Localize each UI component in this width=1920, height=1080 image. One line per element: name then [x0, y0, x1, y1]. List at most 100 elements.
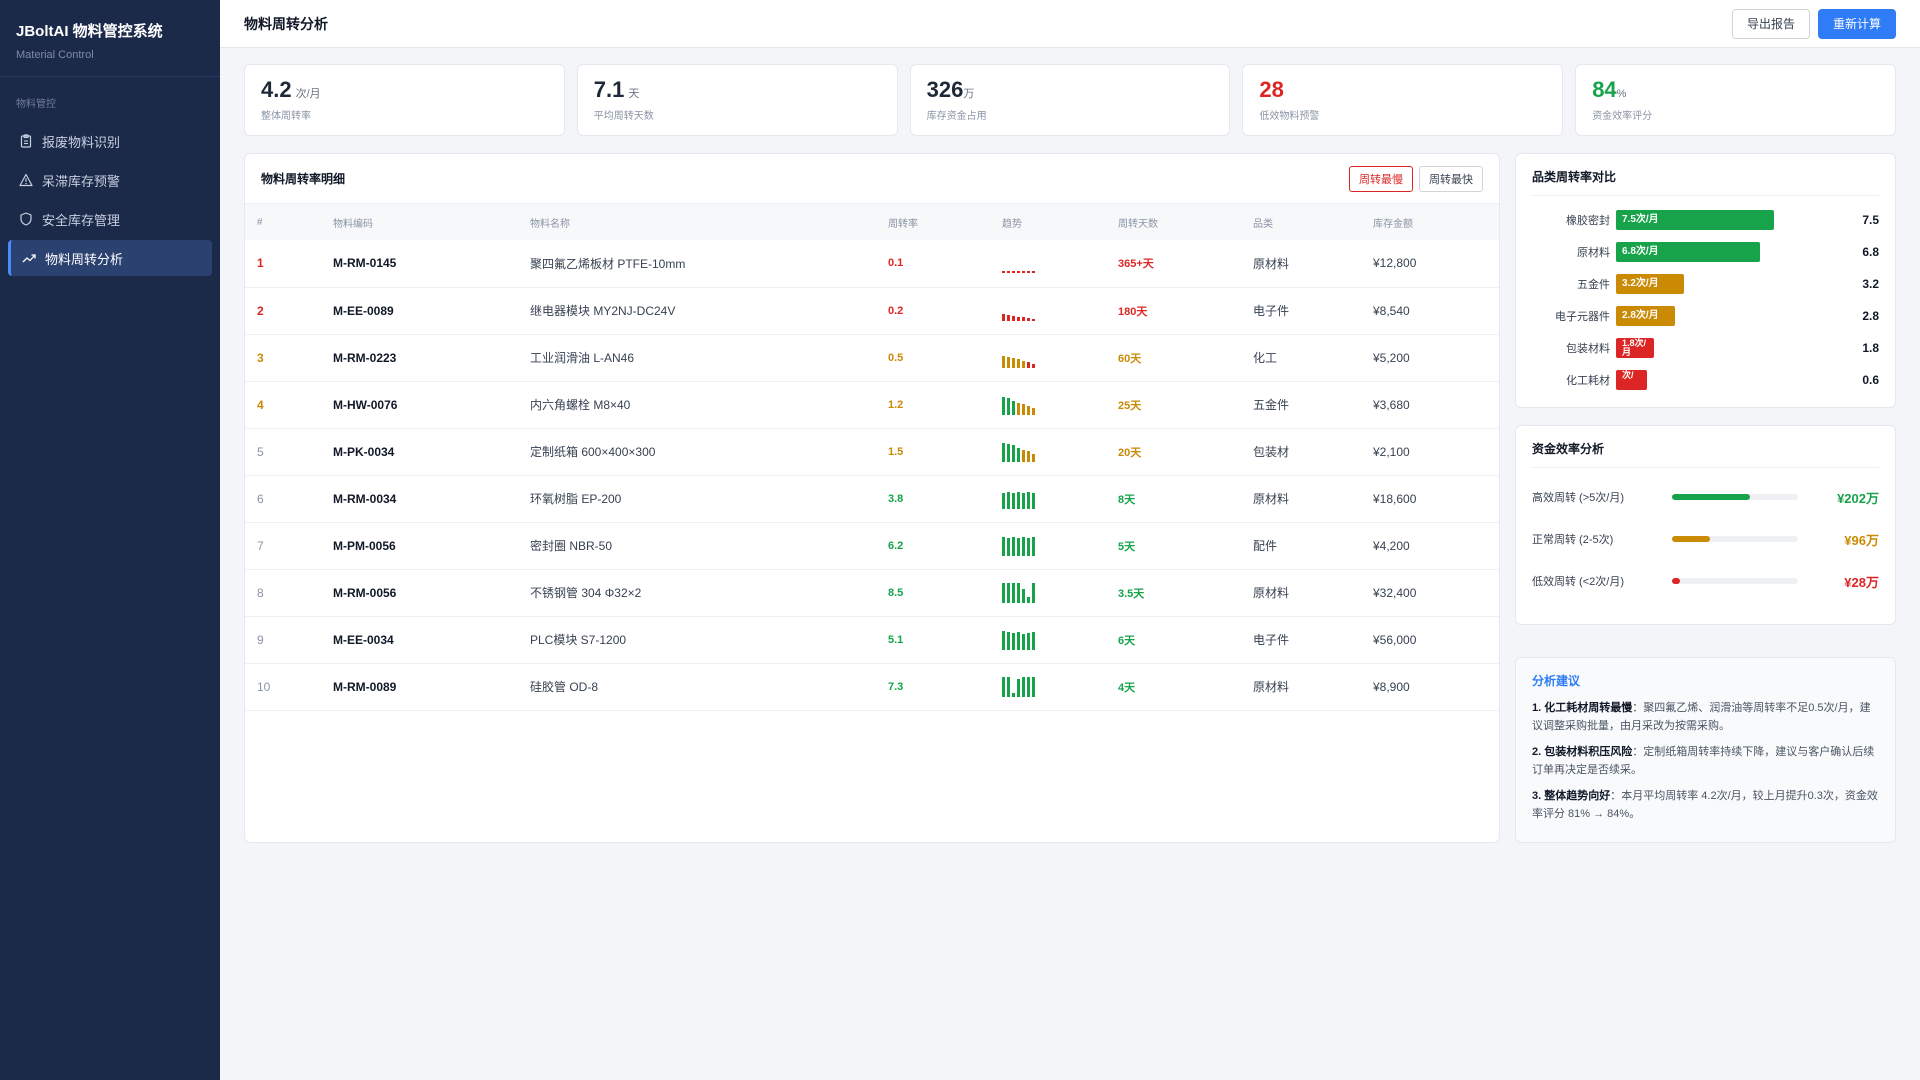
- cell-category: 包装材: [1253, 445, 1290, 459]
- sparkline-bar: [1017, 582, 1020, 603]
- category-bar: 7.5次/月: [1616, 210, 1774, 230]
- sidebar-item-scrap[interactable]: 报废物料识别: [8, 123, 212, 159]
- cell-index: 9: [257, 632, 264, 647]
- brand: JBoltAI 物料管控系统 Material Control: [0, 0, 220, 77]
- sparkline-bar: [1007, 271, 1010, 274]
- kpi-value: 4.2: [261, 77, 292, 102]
- toggle-fastest-button[interactable]: 周转最快: [1419, 165, 1483, 192]
- table-row[interactable]: 7 M-PM-0056 密封圈 NBR-50 6.2 5天 配件 ¥4,200: [245, 522, 1499, 569]
- cell-trend: [990, 522, 1106, 569]
- table-row[interactable]: 10 M-RM-0089 硅胶管 OD-8 7.3 4天 原材料 ¥8,900: [245, 663, 1499, 710]
- sparkline-bar: [1022, 316, 1025, 321]
- sparkline-bar: [1027, 405, 1030, 415]
- sparkline-bar: [1002, 355, 1005, 368]
- efficiency-value: ¥28万: [1844, 574, 1879, 590]
- cell-amount: ¥5,200: [1373, 350, 1410, 365]
- table-row[interactable]: 1 M-RM-0145 聚四氟乙烯板材 PTFE-10mm 0.1 365+天 原材料 ¥1…: [245, 240, 1499, 287]
- kpi-card-turnover-rate: 4.2 次/月 整体周转率: [244, 64, 565, 136]
- sparkline-bar: [1017, 402, 1020, 415]
- category-bar-track: 2.8次/月: [1616, 306, 1839, 326]
- sparkline-bar: [1027, 271, 1030, 274]
- sparkline-bar: [1027, 632, 1030, 650]
- cell-amount: ¥32,400: [1373, 585, 1417, 600]
- sparkline-bar: [1007, 397, 1010, 415]
- table-row[interactable]: 9 M-EE-0034 PLC模块 S7-1200 5.1 6天 电子件 ¥56,000: [245, 616, 1499, 663]
- sparkline-bar: [1002, 492, 1005, 509]
- cell-days: 4天: [1118, 681, 1136, 694]
- efficiency-progress-fill: [1672, 536, 1710, 542]
- sparkline-bar: [1032, 407, 1035, 415]
- cell-rate: 6.2: [888, 539, 904, 552]
- sparkline-bar: [1017, 678, 1020, 697]
- recalculate-button[interactable]: 重新计算: [1817, 8, 1896, 39]
- warning-icon: [18, 172, 34, 188]
- cell-code: M-RM-0034: [333, 491, 397, 506]
- category-value: 0.6: [1862, 373, 1879, 387]
- table-title: 物料周转率明细: [261, 172, 346, 186]
- category-bar-track: 7.5次/月: [1616, 210, 1839, 230]
- kpi-card-capital: 326万 库存资金占用: [909, 64, 1231, 136]
- cell-code: M-RM-0145: [333, 256, 397, 271]
- trend-sparkline: [1002, 442, 1106, 462]
- cell-name: 定制纸箱 600×400×300: [530, 445, 656, 459]
- table-row[interactable]: 2 M-EE-0089 继电器模块 MY2NJ-DC24V 0.2 180天 电子件 ¥8,…: [245, 287, 1499, 334]
- cell-trend: [990, 334, 1106, 381]
- sparkline-bar: [1017, 271, 1020, 274]
- cell-trend: [990, 663, 1106, 710]
- cell-amount: ¥4,200: [1373, 538, 1410, 553]
- col-header-index: #: [257, 216, 263, 228]
- kpi-unit: 天: [628, 88, 640, 100]
- sparkline-bar: [1027, 596, 1030, 603]
- toggle-slowest-button[interactable]: 周转最慢: [1349, 165, 1413, 192]
- cell-rate: 8.5: [888, 586, 904, 599]
- sparkline-bar: [1027, 676, 1030, 697]
- sparkline-bar: [1012, 692, 1015, 697]
- table-row[interactable]: 4 M-HW-0076 内六角螺栓 M8×40 1.2 25天 五金件 ¥3,680: [245, 381, 1499, 428]
- cell-category: 原材料: [1253, 492, 1290, 506]
- cell-code: M-PM-0056: [333, 538, 396, 553]
- category-label: 橡胶密封: [1566, 215, 1610, 227]
- cell-amount: ¥3,680: [1373, 397, 1410, 412]
- cell-category: 五金件: [1253, 398, 1290, 412]
- sparkline-bar: [1027, 491, 1030, 509]
- clipboard-icon: [18, 133, 34, 149]
- cell-index: 7: [257, 538, 264, 553]
- table-row[interactable]: 6 M-RM-0034 环氧树脂 EP-200 3.8 8天 原材料 ¥18,600: [245, 475, 1499, 522]
- cell-code: M-EE-0034: [333, 632, 394, 647]
- cell-days: 20天: [1118, 446, 1142, 459]
- sparkline-bar: [1027, 450, 1030, 462]
- cell-name: PLC模块 S7-1200: [530, 633, 627, 647]
- sidebar-item-label: 安全库存管理: [42, 212, 121, 228]
- kpi-card-efficiency-score: 84% 资金效率评分: [1575, 64, 1896, 136]
- sparkline-bar: [1032, 271, 1035, 274]
- kpi-label: 平均周转天数: [593, 111, 654, 122]
- kpi-label: 整体周转率: [261, 111, 311, 122]
- sidebar: JBoltAI 物料管控系统 Material Control 物料管控 报废物…: [0, 0, 220, 1080]
- cell-amount: ¥8,900: [1373, 679, 1410, 694]
- sidebar-item-safety-stock[interactable]: 安全库存管理: [8, 201, 212, 237]
- kpi-label: 库存资金占用: [926, 111, 987, 122]
- advice-heading: 2. 包装材料积压风险: [1532, 746, 1633, 758]
- sparkline-bar: [1002, 536, 1005, 556]
- sparkline-bar: [1027, 361, 1030, 368]
- advice-heading: 1. 化工耗材周转最慢: [1532, 702, 1633, 714]
- category-bar: 3.2次/月: [1616, 274, 1684, 294]
- sidebar-item-turnover[interactable]: 物料周转分析: [8, 240, 212, 276]
- cell-amount: ¥56,000: [1373, 632, 1417, 647]
- trend-sparkline: [1002, 253, 1106, 274]
- sidebar-item-dead-stock[interactable]: 呆滞库存预警: [8, 162, 212, 198]
- col-header-code: 物料编码: [333, 218, 373, 230]
- table-row[interactable]: 5 M-PK-0034 定制纸箱 600×400×300 1.5 20天 包装材 ¥2,10…: [245, 428, 1499, 475]
- cell-code: M-PK-0034: [333, 444, 395, 459]
- table-row[interactable]: 8 M-RM-0056 不锈钢管 304 Φ32×2 8.5 3.5天 原材料 ¥32,40…: [245, 569, 1499, 616]
- trend-icon: [21, 250, 37, 266]
- kpi-value: 7.1: [593, 77, 625, 102]
- efficiency-value: ¥202万: [1837, 490, 1879, 506]
- sort-toggle: 周转最慢 周转最快: [1349, 165, 1483, 192]
- efficiency-value: ¥96万: [1844, 532, 1879, 548]
- category-bar-row: 橡胶密封 7.5次/月 7.5: [1532, 204, 1879, 236]
- export-report-button[interactable]: 导出报告: [1731, 8, 1810, 39]
- table-row[interactable]: 3 M-RM-0223 工业润滑油 L-AN46 0.5 60天 化工 ¥5,200: [245, 334, 1499, 381]
- sparkline-bar: [1007, 676, 1010, 697]
- cell-category: 电子件: [1253, 304, 1290, 318]
